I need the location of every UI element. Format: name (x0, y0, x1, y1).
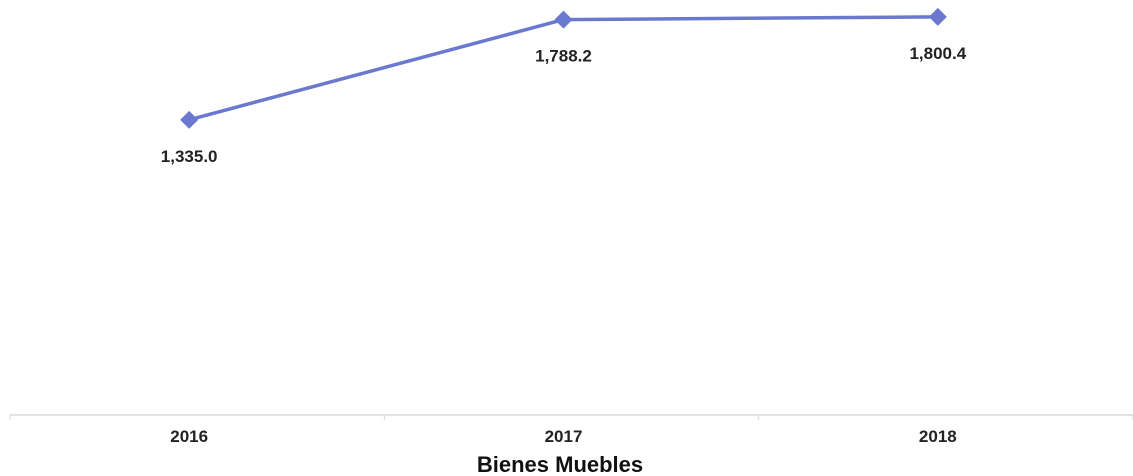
series-line (188, 15, 938, 122)
data-label: 1,335.0 (161, 147, 218, 166)
x-axis-title: Bienes Muebles (477, 452, 643, 476)
x-tick-label: 2017 (545, 427, 583, 446)
series-layer (180, 7, 947, 129)
data-label: 1,788.2 (535, 47, 592, 66)
x-tick-label: 2016 (170, 427, 208, 446)
x-tick-label: 2018 (919, 427, 957, 446)
data-label-layer: 1,335.0 1,788.2 1,800.4 (161, 44, 967, 166)
data-label: 1,800.4 (909, 44, 966, 63)
data-point-marker (928, 7, 947, 26)
data-point-marker (180, 110, 199, 129)
x-axis: 2016 2017 2018 (9, 414, 1133, 446)
data-point-marker (554, 10, 573, 29)
